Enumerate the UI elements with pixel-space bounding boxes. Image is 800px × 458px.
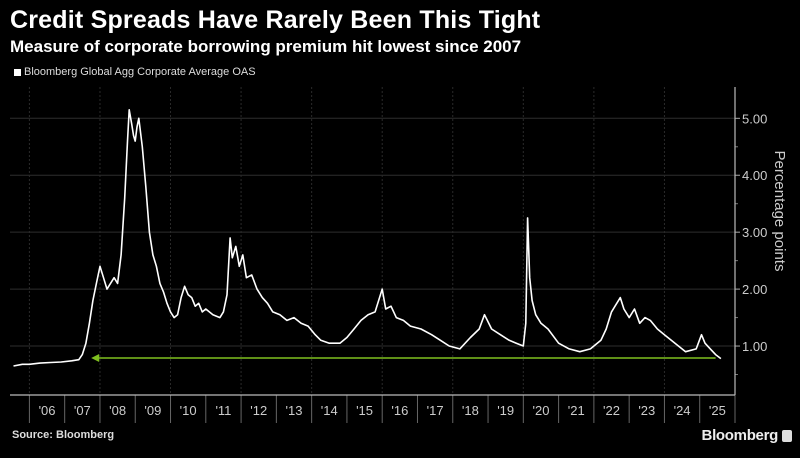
x-tick-label: '14 bbox=[321, 403, 338, 418]
legend-label: Bloomberg Global Agg Corporate Average O… bbox=[24, 66, 256, 78]
y-tick-label: 1.00 bbox=[742, 339, 767, 354]
x-tick-label: '22 bbox=[603, 403, 620, 418]
x-tick-label: '12 bbox=[250, 403, 267, 418]
x-tick-label: '17 bbox=[427, 403, 444, 418]
x-tick-label: '24 bbox=[674, 403, 691, 418]
x-tick-label: '16 bbox=[391, 403, 408, 418]
x-tick-label: '15 bbox=[356, 403, 373, 418]
source-note: Source: Bloomberg bbox=[12, 429, 115, 441]
x-tick-label: '10 bbox=[180, 403, 197, 418]
annotation-arrowhead bbox=[91, 353, 100, 362]
brand-logo: Bloomberg bbox=[701, 427, 779, 444]
legend-swatch bbox=[14, 68, 21, 76]
x-tick-label: '07 bbox=[74, 403, 91, 418]
x-tick-label: '19 bbox=[497, 403, 514, 418]
x-tick-label: '08 bbox=[109, 403, 126, 418]
bloomberg-icon bbox=[782, 430, 792, 442]
y-tick-label: 2.00 bbox=[742, 282, 767, 297]
x-tick-label: '23 bbox=[638, 403, 655, 418]
series-line bbox=[13, 109, 722, 367]
y-tick-label: 4.00 bbox=[742, 168, 767, 183]
chart-subtitle: Measure of corporate borrowing premium h… bbox=[10, 37, 522, 56]
x-tick-label: '20 bbox=[532, 403, 549, 418]
x-tick-label: '13 bbox=[286, 403, 303, 418]
legend: Bloomberg Global Agg Corporate Average O… bbox=[14, 66, 256, 78]
x-tick-label: '11 bbox=[215, 403, 231, 418]
x-tick-label: '25 bbox=[709, 403, 726, 418]
chart-title: Credit Spreads Have Rarely Been This Tig… bbox=[10, 6, 541, 34]
x-tick-label: '21 bbox=[568, 403, 585, 418]
x-tick-label: '18 bbox=[462, 403, 479, 418]
y-tick-label: 3.00 bbox=[742, 225, 767, 240]
x-tick-label: '09 bbox=[144, 403, 161, 418]
x-tick-label: '06 bbox=[39, 403, 56, 418]
y-tick-label: 5.00 bbox=[742, 111, 767, 126]
y-axis-label: Percentage points bbox=[771, 151, 788, 272]
